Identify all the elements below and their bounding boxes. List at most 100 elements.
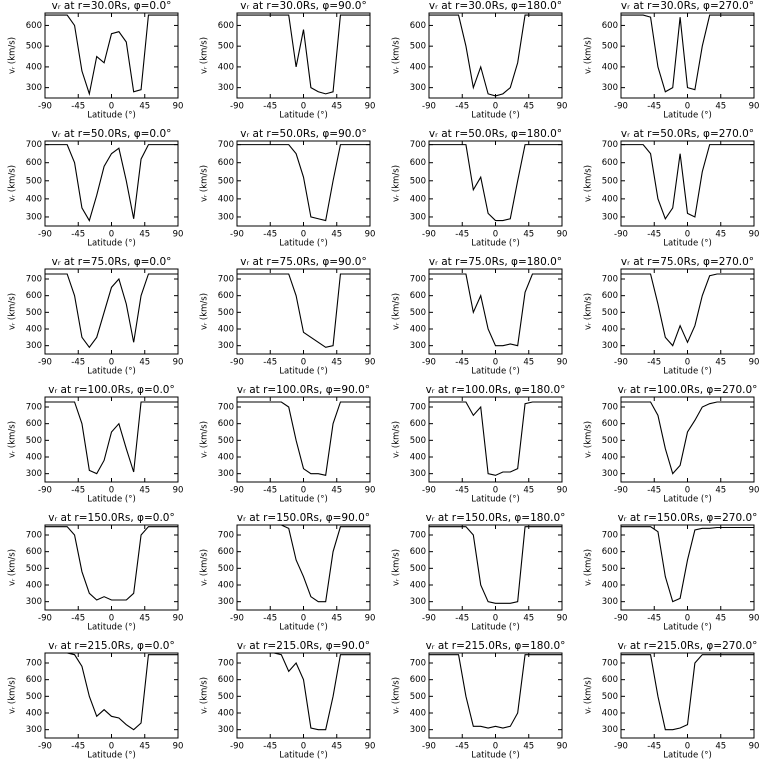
x-tick-label: -45 [263, 614, 277, 624]
data-line [45, 273, 178, 349]
y-tick-label: 400 [602, 325, 618, 335]
x-tick-label: 90 [749, 358, 760, 368]
x-tick-label: -90 [38, 102, 52, 112]
y-tick-label: 400 [410, 453, 426, 463]
chart-title: vᵣ at r=75.0Rs, φ=90.0° [240, 256, 366, 268]
x-tick-label: 0 [109, 358, 114, 368]
chart-title: vᵣ at r=215.0Rs, φ=180.0° [426, 640, 566, 652]
x-axis-label: Latitude (°) [87, 495, 136, 505]
y-tick-label: 300 [26, 597, 42, 607]
x-tick-label: -90 [38, 230, 52, 240]
data-line [621, 273, 754, 347]
x-tick-label: 90 [173, 486, 184, 496]
x-tick-label: 90 [365, 742, 376, 752]
x-tick-label: -45 [263, 358, 277, 368]
y-tick-label: 300 [602, 341, 618, 351]
plot-frame [428, 12, 563, 99]
y-tick-label: 600 [602, 291, 618, 301]
chart-title: vᵣ at r=215.0Rs, φ=90.0° [237, 640, 370, 652]
y-tick-label: 300 [26, 83, 42, 93]
chart-title: vᵣ at r=215.0Rs, φ=0.0° [48, 640, 174, 652]
plot-frame [428, 140, 563, 227]
y-tick-label: 600 [218, 547, 234, 557]
y-tick-label: 400 [218, 709, 234, 719]
y-tick-label: 700 [218, 275, 234, 285]
y-tick-label: 700 [26, 140, 42, 150]
x-tick-label: 90 [365, 486, 376, 496]
y-tick-label: 500 [218, 308, 234, 318]
y-tick-label: 300 [218, 725, 234, 735]
plot-frame [428, 652, 563, 739]
x-tick-label: 90 [173, 742, 184, 752]
chart-title: vᵣ at r=100.0Rs, φ=270.0° [618, 384, 758, 396]
y-tick-label: 600 [218, 291, 234, 301]
y-axis-label: vᵣ (km/s) [8, 549, 18, 586]
x-tick-label: -45 [263, 742, 277, 752]
chart-title: vᵣ at r=30.0Rs, φ=180.0° [429, 0, 562, 12]
y-axis-label: vᵣ (km/s) [200, 549, 210, 586]
y-tick-label: 700 [602, 140, 618, 150]
y-tick-label: 700 [410, 659, 426, 669]
y-tick-label: 500 [410, 176, 426, 186]
x-tick-label: 45 [139, 358, 150, 368]
data-line [45, 652, 178, 731]
x-tick-label: 45 [331, 230, 342, 240]
chart-title: vᵣ at r=50.0Rs, φ=0.0° [52, 128, 172, 140]
y-tick-label: 500 [218, 564, 234, 574]
y-tick-label: 300 [602, 469, 618, 479]
y-tick-label: 700 [602, 531, 618, 541]
x-tick-label: 45 [715, 358, 726, 368]
x-tick-label: 0 [301, 742, 306, 752]
y-tick-label: 400 [26, 194, 42, 204]
x-axis-label: Latitude (°) [279, 751, 328, 761]
x-tick-label: 0 [301, 358, 306, 368]
x-tick-label: 90 [173, 230, 184, 240]
x-tick-label: 0 [301, 614, 306, 624]
chart-title: vᵣ at r=75.0Rs, φ=180.0° [429, 256, 562, 268]
x-tick-label: -90 [422, 102, 436, 112]
x-tick-label: 0 [493, 230, 498, 240]
x-tick-label: 45 [715, 486, 726, 496]
chart-title: vᵣ at r=50.0Rs, φ=180.0° [429, 128, 562, 140]
plot-frame [44, 268, 179, 355]
y-tick-label: 300 [218, 83, 234, 93]
y-tick-label: 300 [602, 83, 618, 93]
x-tick-label: 90 [173, 614, 184, 624]
x-tick-label: -45 [647, 614, 661, 624]
y-tick-label: 300 [410, 597, 426, 607]
x-axis-label: Latitude (°) [87, 239, 136, 249]
x-tick-label: 0 [301, 230, 306, 240]
y-tick-label: 300 [410, 725, 426, 735]
x-tick-label: 0 [109, 102, 114, 112]
x-tick-label: 90 [749, 614, 760, 624]
y-tick-label: 600 [410, 675, 426, 685]
x-tick-label: 0 [685, 358, 690, 368]
y-tick-label: 300 [602, 212, 618, 222]
x-tick-label: 45 [331, 742, 342, 752]
data-line [429, 144, 562, 222]
y-tick-label: 300 [410, 212, 426, 222]
x-tick-label: 0 [493, 486, 498, 496]
x-tick-label: 45 [523, 358, 534, 368]
x-tick-label: 45 [523, 230, 534, 240]
data-line [621, 401, 754, 475]
y-tick-label: 500 [410, 692, 426, 702]
y-axis-label: vᵣ (km/s) [584, 677, 594, 714]
y-tick-label: 300 [602, 597, 618, 607]
x-tick-label: 45 [715, 102, 726, 112]
x-tick-label: -45 [263, 230, 277, 240]
y-tick-label: 500 [602, 308, 618, 318]
y-axis-label: vᵣ (km/s) [200, 677, 210, 714]
y-tick-label: 600 [26, 158, 42, 168]
x-tick-label: 45 [523, 742, 534, 752]
y-axis-label: vᵣ (km/s) [200, 165, 210, 202]
y-axis-label: vᵣ (km/s) [392, 293, 402, 330]
y-tick-label: 500 [26, 308, 42, 318]
x-tick-label: 90 [749, 486, 760, 496]
plot-frame [236, 652, 371, 739]
x-tick-label: -45 [71, 742, 85, 752]
x-tick-label: -90 [230, 742, 244, 752]
x-axis-label: Latitude (°) [663, 495, 712, 505]
y-axis-label: vᵣ (km/s) [584, 165, 594, 202]
